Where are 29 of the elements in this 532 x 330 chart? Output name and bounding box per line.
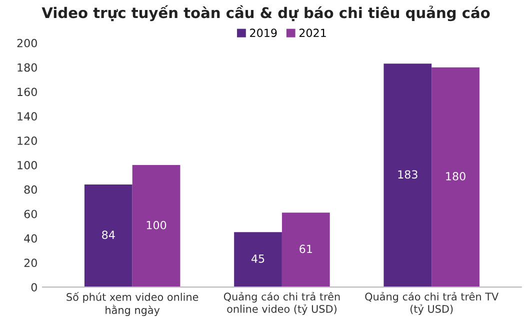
chart-title: Video trực tuyến toàn cầu & dự báo chi tiêu quảng cáo <box>42 5 490 22</box>
x-tick-label: Quảng cáo chi trả trên online video (tỷ USD) <box>224 292 340 315</box>
bar <box>132 165 180 288</box>
x-tick-label: Số phút xem video online hằng ngày <box>66 292 198 316</box>
bar <box>384 64 432 288</box>
bar <box>84 184 132 288</box>
y-tick-label: 140 <box>18 112 37 121</box>
y-tick-label: 80 <box>24 185 37 194</box>
y-tick-label: 200 <box>17 38 37 48</box>
y-tick-label: 0 <box>31 283 37 292</box>
y-tick-label: 40 <box>24 234 37 243</box>
legend-label: 2021 <box>299 28 326 38</box>
y-tick-label: 180 <box>18 63 37 72</box>
data-label: 100 <box>146 220 166 230</box>
y-tick-label: 60 <box>24 210 37 218</box>
y-tick-label: 120 <box>18 136 37 145</box>
x-tick-label: Quảng cáo chi trả trên TV (tỷ USD) <box>365 292 499 315</box>
bar <box>432 67 480 288</box>
y-tick-label: 160 <box>18 88 37 96</box>
data-label: 84 <box>102 230 115 240</box>
data-label: 45 <box>251 254 264 263</box>
data-label: 61 <box>300 244 312 254</box>
data-label: 180 <box>446 172 466 180</box>
bar <box>282 212 330 288</box>
data-label: 183 <box>398 170 418 179</box>
y-tick-label: 20 <box>24 258 37 268</box>
bar <box>234 232 282 288</box>
y-tick-label: 100 <box>18 160 37 170</box>
legend-label: 2019 <box>250 28 277 38</box>
